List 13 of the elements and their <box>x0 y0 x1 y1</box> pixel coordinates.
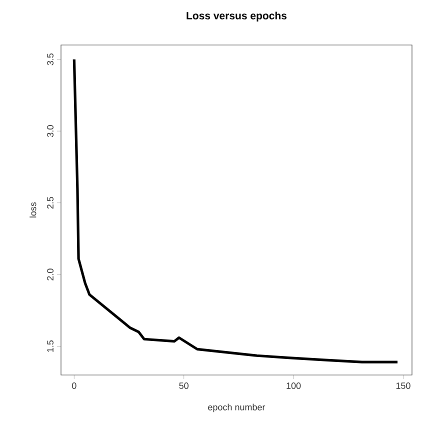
x-tick-label: 100 <box>286 382 301 389</box>
x-tick-label: 50 <box>179 382 189 389</box>
line-series <box>72 58 399 364</box>
y-tick-label: 1.5 <box>47 340 54 352</box>
y-tick-label: 3.0 <box>47 125 54 137</box>
x-axis-title: epoch number <box>208 404 266 412</box>
y-tick-label: 2.0 <box>47 268 54 280</box>
y-axis-title: loss <box>30 202 36 218</box>
y-tick-label: 3.5 <box>47 53 54 66</box>
x-tick-label: 0 <box>72 382 76 389</box>
chart-title: Loss versus epochs <box>186 12 287 22</box>
y-tick-label: 2.5 <box>47 196 54 209</box>
x-tick-label: 150 <box>396 382 410 389</box>
